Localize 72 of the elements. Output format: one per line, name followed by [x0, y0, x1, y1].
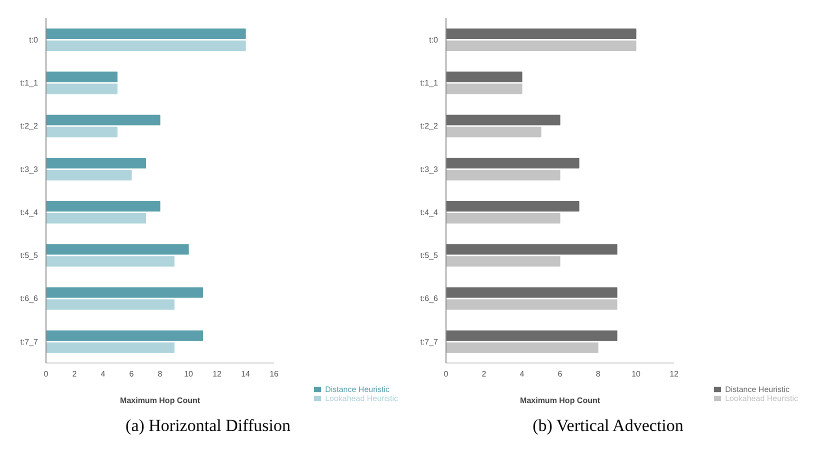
bar: [446, 158, 580, 168]
y-tick-label: t:5_5: [420, 251, 439, 260]
bar: [446, 287, 618, 298]
bar: [46, 330, 204, 341]
bar: [46, 244, 189, 255]
y-tick-label: t:6_6: [420, 294, 439, 304]
y-tick-label: t:4_4: [420, 208, 439, 217]
legend-label: Lookahead Heuristic: [725, 394, 798, 403]
y-tick-label: t:0: [29, 35, 39, 44]
x-tick-label: 12: [670, 370, 680, 379]
bar: [46, 72, 118, 82]
bar: [446, 244, 618, 255]
y-tick-label: t:4_4: [20, 208, 39, 217]
x-tick-label: 2: [482, 370, 487, 379]
legend-label: Lookahead Heuristic: [325, 394, 398, 403]
x-tick-label: 14: [241, 370, 251, 379]
bar: [446, 213, 560, 224]
bar: [46, 287, 204, 298]
x-axis-title: Maximum Hop Count: [120, 396, 200, 405]
x-tick-label: 0: [444, 370, 449, 379]
x-tick-label: 0: [44, 370, 49, 379]
bar: [46, 114, 160, 126]
y-tick-label: t:1_1: [20, 78, 39, 88]
y-tick-label: t:7_7: [420, 337, 439, 346]
bar: [446, 84, 522, 94]
bar: [46, 126, 118, 138]
y-tick-label: t:0: [429, 35, 439, 44]
bar: [446, 114, 560, 126]
bar: [46, 201, 160, 212]
bar: [446, 72, 522, 82]
bar: [46, 28, 246, 40]
bar: [446, 299, 618, 310]
x-tick-label: 10: [184, 370, 194, 379]
bar: [46, 170, 132, 180]
y-tick-label: t:7_7: [20, 337, 39, 346]
text: (a) Horizontal Diffusion: [124, 416, 292, 436]
bar: [46, 158, 146, 168]
x-tick-label: 12: [212, 370, 222, 379]
x-tick-label: 4: [100, 370, 106, 379]
bar: [46, 84, 118, 94]
legend-label: Distance Heuristic: [725, 385, 790, 394]
bar: [446, 256, 560, 267]
bar: [46, 299, 175, 310]
bar: [446, 342, 598, 353]
bar: [446, 28, 636, 40]
bar: [46, 342, 175, 353]
bar: [46, 256, 175, 267]
bar: [446, 126, 542, 138]
y-tick-label: t:2_2: [20, 122, 39, 131]
bar: [46, 40, 246, 52]
x-tick-label: 16: [270, 370, 280, 379]
x-tick-label: 6: [558, 370, 563, 379]
y-tick-label: t:3_3: [20, 164, 39, 174]
bar: [446, 40, 636, 52]
y-tick-label: t:3_3: [420, 164, 439, 174]
y-tick-label: t:1_1: [420, 78, 439, 88]
bar: [46, 213, 146, 224]
bar: [446, 170, 560, 180]
bar: [446, 201, 580, 212]
y-tick-label: t:6_6: [20, 294, 39, 304]
x-tick-label: 8: [158, 370, 163, 379]
y-tick-label: t:5_5: [20, 251, 39, 260]
x-tick-label: 8: [596, 370, 601, 379]
legend-label: Distance Heuristic: [325, 385, 390, 394]
x-tick-label: 6: [129, 370, 134, 379]
x-tick-label: 2: [72, 370, 78, 379]
y-tick-label: t:2_2: [420, 122, 439, 131]
bar: [446, 330, 618, 341]
text: (b) Vertical Advection: [532, 416, 684, 436]
x-tick-label: 4: [520, 370, 525, 379]
x-tick-label: 10: [632, 370, 642, 379]
x-axis-title: Maximum Hop Count: [520, 396, 600, 405]
